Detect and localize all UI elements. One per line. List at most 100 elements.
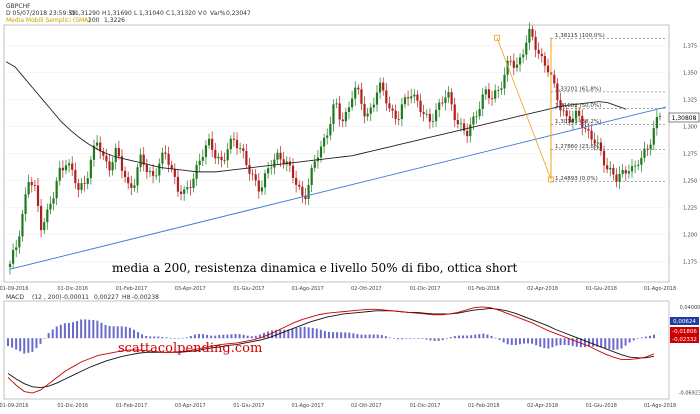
macd-histogram-bar [246, 335, 249, 339]
candle-body [528, 28, 531, 43]
candle-body [397, 118, 400, 120]
macd-histogram-bar [323, 331, 326, 339]
candle-body [204, 145, 208, 157]
candle-body [8, 263, 12, 268]
ohlc-high-label: H [102, 10, 107, 17]
candle-body [86, 178, 89, 184]
candle-body [462, 123, 466, 131]
candle-body [494, 90, 497, 99]
macd-histogram-bar [88, 319, 91, 339]
candle-body [543, 56, 547, 66]
candle-body [475, 116, 478, 117]
macd-histogram-bar [405, 338, 408, 339]
macd-histogram-bar [494, 337, 497, 339]
candle-body [130, 183, 133, 188]
macd-histogram-bar [35, 338, 38, 349]
candle-body [229, 138, 232, 150]
candle-body [52, 198, 55, 204]
ohlc-vol: 0 [203, 10, 207, 17]
macd-histogram-bar [299, 327, 302, 339]
candle-body [447, 92, 450, 98]
macd-histogram-bar [165, 337, 168, 339]
macd-histogram-bar [397, 338, 400, 340]
candle-body [170, 164, 173, 169]
candle-body [466, 130, 469, 137]
macd-histogram-bar [287, 329, 290, 339]
price-tick-label: 1,225 [683, 206, 697, 212]
candle-body [453, 104, 456, 121]
candle-body [285, 161, 288, 165]
price-axis: 1,375 1,350 1,325 1,300 1,275 1,250 1,225 1,200… [683, 43, 697, 265]
macd-histogram-bar [80, 319, 83, 339]
ohlc-close-label: C [166, 10, 170, 17]
date-tick-label: 01-Feb-2017 [116, 286, 148, 292]
candle-body [406, 97, 410, 99]
candle-body [410, 96, 413, 99]
candle-body [254, 174, 257, 181]
date-tick-label: 01-Giu-2017 [233, 403, 264, 409]
candle-body [251, 173, 254, 175]
macd-histogram-bar [506, 338, 509, 345]
macd-histogram-bar [206, 334, 209, 339]
candle-body [307, 184, 310, 199]
candle-body [512, 60, 515, 68]
candle-body [556, 83, 559, 101]
candle-body [67, 163, 71, 166]
macd-v1: -0,00011 [62, 294, 89, 301]
candle-body [658, 116, 662, 117]
price-tick-label: 1,300 [683, 124, 697, 130]
candle-body [568, 116, 571, 123]
candle-body [232, 138, 236, 140]
macd-histogram-bar [543, 338, 546, 349]
candle-body [89, 159, 92, 179]
candle-body [602, 150, 606, 166]
macd-histogram-bar [636, 338, 639, 339]
candle-body [329, 124, 332, 136]
macd-histogram-bar [462, 335, 465, 339]
candle-body [369, 107, 372, 114]
candle-body [441, 102, 444, 104]
candle-body [49, 203, 52, 210]
candle-body [310, 167, 313, 185]
candle-body [559, 100, 562, 111]
annotation-text: media a 200, resistenza dinamica e livel… [112, 261, 518, 275]
candle-body [30, 181, 33, 186]
candle-body [509, 60, 512, 62]
candle-body [344, 111, 347, 122]
candle-body [298, 184, 301, 187]
candle-body [64, 165, 68, 171]
macd-histogram-bar [551, 338, 554, 348]
macd-histogram-bar [604, 338, 607, 349]
candle-body [279, 152, 282, 160]
candle-body [92, 145, 96, 160]
candle-body [444, 97, 447, 104]
candle-body [248, 165, 251, 174]
macd-histogram-bar [120, 326, 123, 339]
ohlc-open-label: O [70, 10, 75, 17]
candle-body [151, 171, 155, 176]
macd-histogram-bar [547, 338, 550, 349]
macd-histogram-bar [453, 336, 456, 339]
candle-body [382, 82, 385, 91]
candle-body [637, 164, 640, 166]
candle-body [323, 137, 326, 147]
sma-200-layer [5, 61, 627, 173]
candle-body [419, 100, 422, 113]
candle-body [478, 108, 481, 117]
candle-body [192, 178, 195, 188]
sma-label: Media Mobili Semplici (SMA) [6, 17, 91, 24]
candle-body [133, 185, 136, 188]
candle-body [403, 97, 407, 105]
candle-body [120, 156, 124, 171]
macd-histogram-bar [417, 338, 420, 339]
candle-body [621, 170, 624, 174]
candle-body [61, 167, 64, 171]
ohlc-var: 0,23047 [226, 10, 251, 17]
candle-body [148, 171, 152, 173]
macd-lines [7, 306, 655, 394]
candle-body [354, 87, 357, 99]
candle-body [326, 135, 329, 138]
macd-histogram-bar [392, 338, 395, 339]
candle-body [341, 119, 344, 122]
macd-histogram-bar [413, 338, 416, 339]
